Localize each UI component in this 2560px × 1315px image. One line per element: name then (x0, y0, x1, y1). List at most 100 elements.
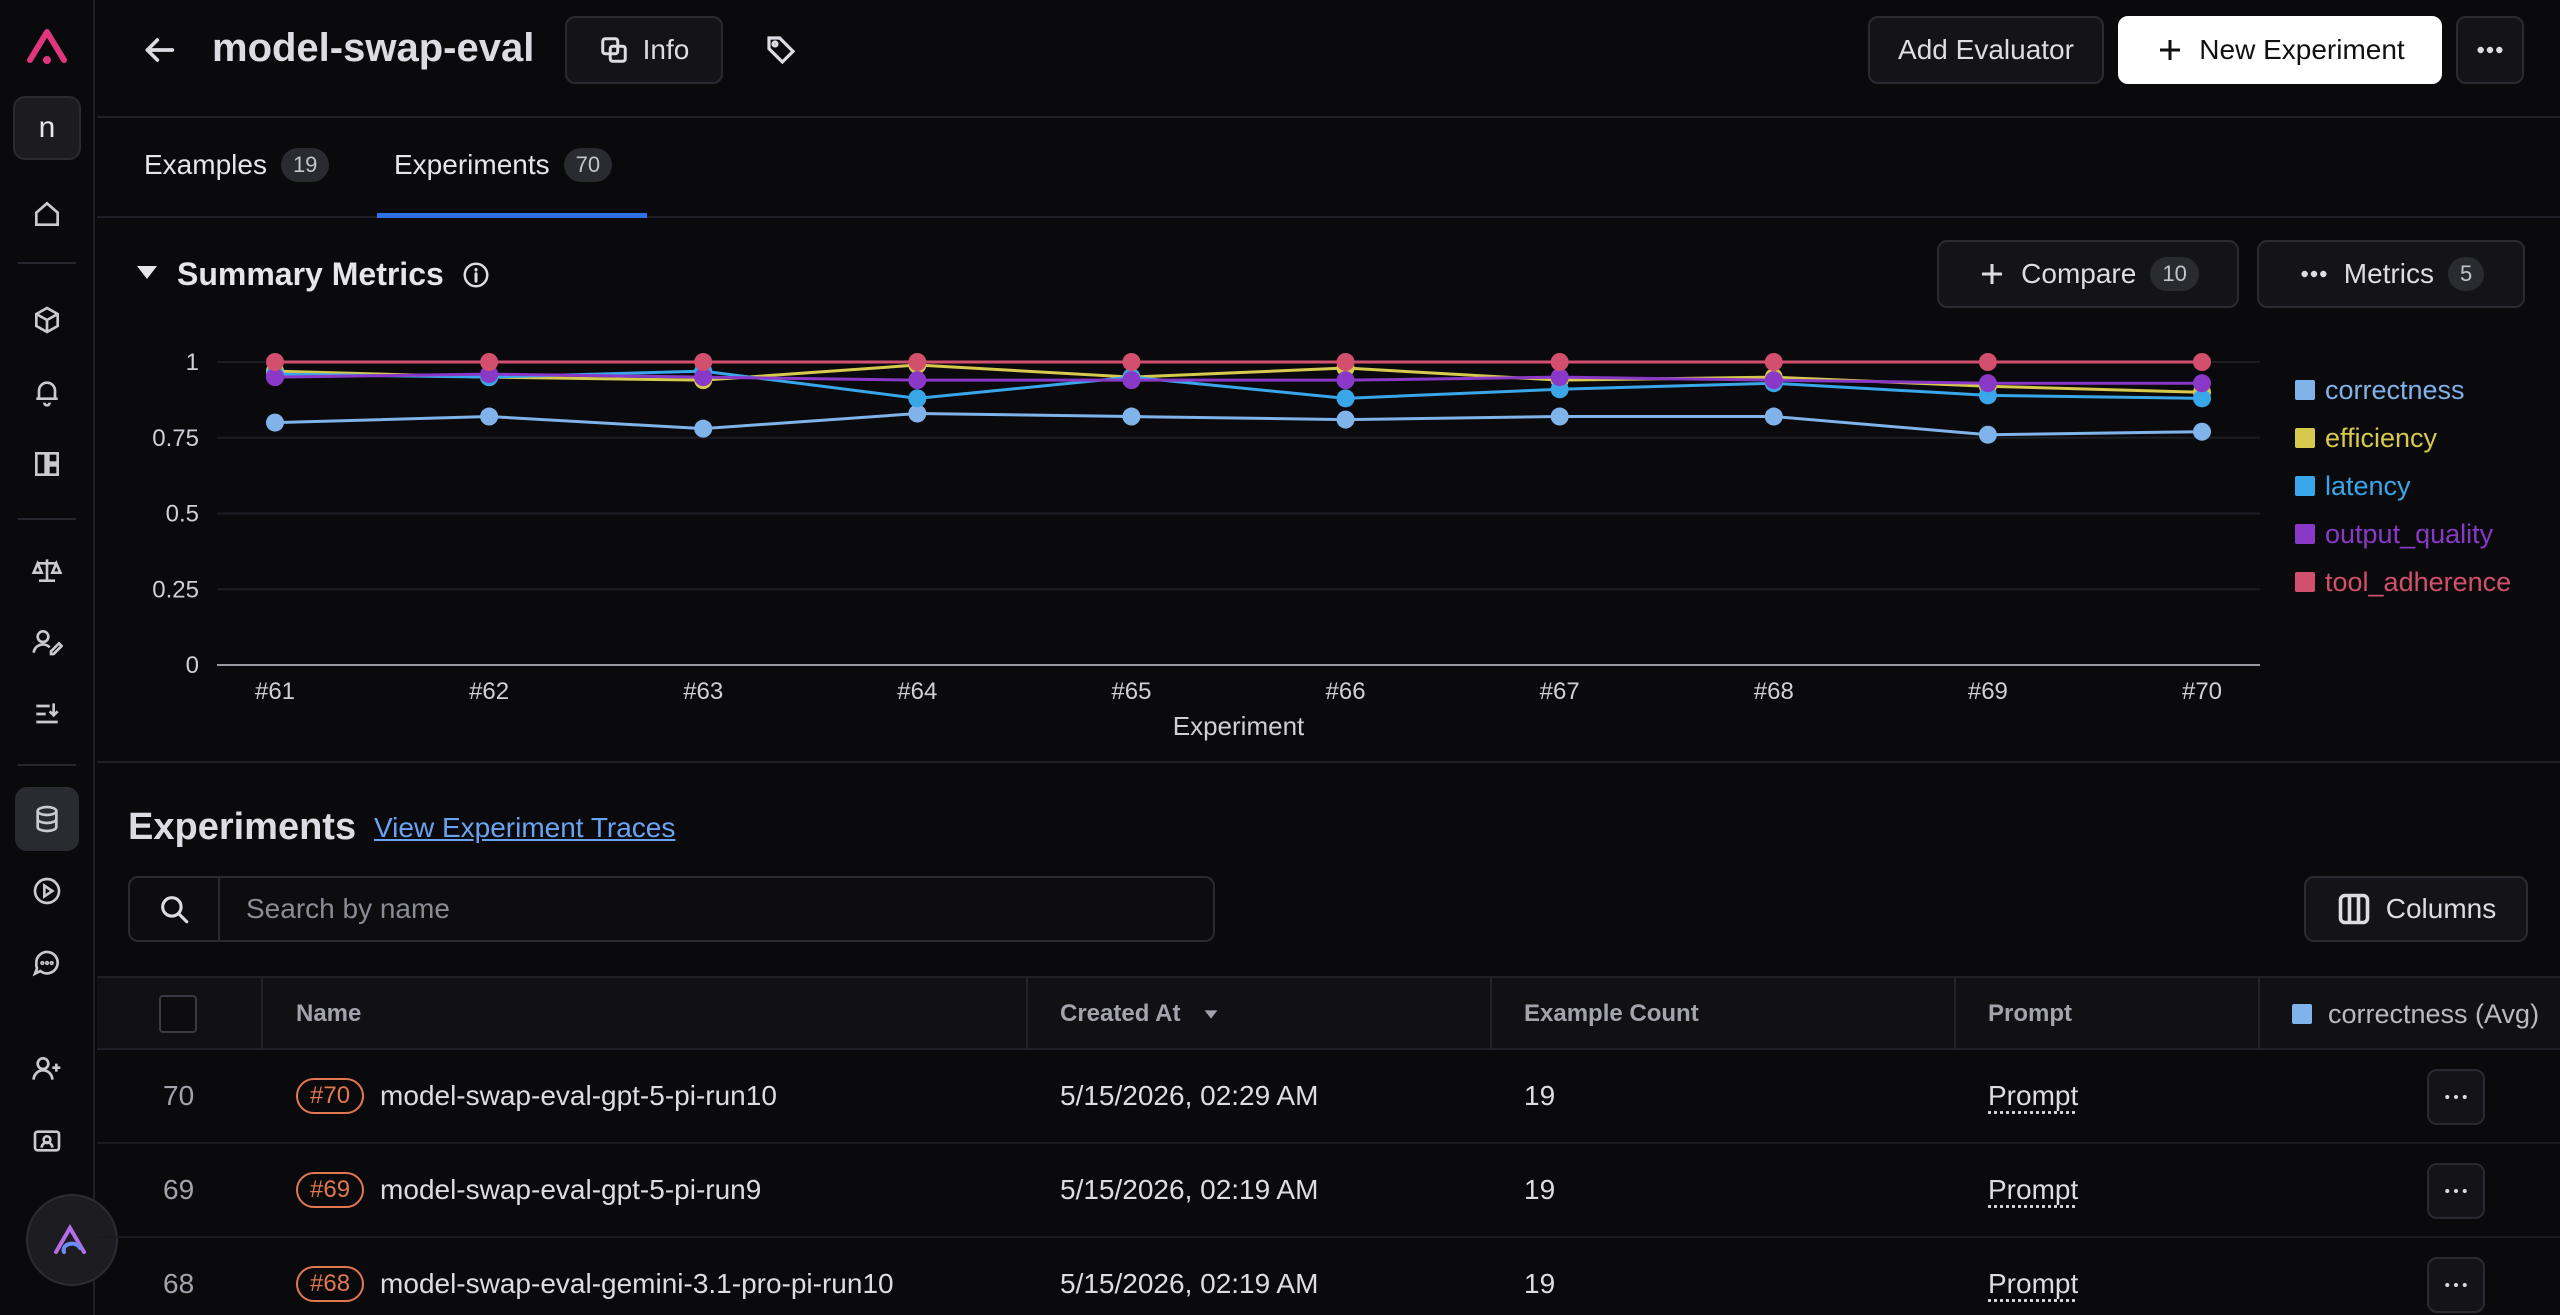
x-tick-label: #68 (1754, 678, 1794, 705)
row-index: 68 (163, 1238, 194, 1315)
tab-examples[interactable]: Examples 19 (144, 148, 329, 182)
home-icon[interactable] (27, 194, 67, 234)
row-actions-button[interactable] (2427, 1069, 2485, 1125)
back-arrow-icon[interactable] (139, 30, 179, 70)
info-button[interactable]: Info (565, 16, 723, 84)
columns-button[interactable]: Columns (2304, 876, 2528, 942)
x-tick-label: #67 (1540, 678, 1580, 705)
column-divider (1954, 978, 1956, 1050)
datasets-icon[interactable] (15, 787, 79, 851)
data-point-correctness (694, 420, 712, 438)
view-experiment-traces-link[interactable]: View Experiment Traces (374, 812, 675, 844)
info-circle-icon[interactable] (461, 260, 491, 290)
prompt-link[interactable]: Prompt (1988, 1080, 2078, 1112)
legend-item-output_quality[interactable]: output_quality (2295, 510, 2511, 558)
y-tick-label: 0 (186, 652, 199, 679)
column-divider (1490, 978, 1492, 1050)
summary-metrics-panel: Summary Metrics Compare 10 Metrics 5 0 0.… (97, 218, 2560, 763)
data-point-latency (1337, 389, 1355, 407)
legend-item-efficiency[interactable]: efficiency (2295, 414, 2511, 462)
annotator-icon[interactable] (27, 622, 67, 662)
select-all-checkbox[interactable] (159, 995, 197, 1033)
rail-divider (18, 262, 76, 264)
table-row[interactable]: 70 #70 model-swap-eval-gpt-5-pi-run10 5/… (97, 1050, 2560, 1144)
column-divider (1026, 978, 1028, 1050)
column-divider (2258, 978, 2260, 1050)
header-correctness-avg[interactable]: correctness (Avg) (2292, 978, 2539, 1050)
compare-label: Compare (2021, 258, 2136, 290)
playground-icon[interactable] (27, 871, 67, 911)
metrics-count: 5 (2448, 257, 2484, 291)
experiment-name[interactable]: model-swap-eval-gpt-5-pi-run9 (380, 1174, 761, 1206)
data-point-output_quality (1765, 371, 1783, 389)
add-evaluator-button[interactable]: Add Evaluator (1868, 16, 2104, 84)
ellipsis-icon (2441, 1082, 2471, 1112)
header-created-at[interactable]: Created At (1060, 978, 1222, 1050)
row-name-cell: #68 model-swap-eval-gemini-3.1-pro-pi-ru… (296, 1238, 894, 1315)
data-point-output_quality (1337, 371, 1355, 389)
table-row[interactable]: 68 #68 model-swap-eval-gemini-3.1-pro-pi… (97, 1238, 2560, 1315)
row-actions-button[interactable] (2427, 1257, 2485, 1313)
correctness-swatch (2292, 1004, 2312, 1024)
compare-button[interactable]: Compare 10 (1937, 240, 2239, 308)
prompt-link[interactable]: Prompt (1988, 1174, 2078, 1206)
plus-icon (2155, 35, 2185, 65)
chat-icon[interactable] (27, 943, 67, 983)
tab-bar: Examples 19 Experiments 70 (97, 118, 2560, 218)
data-point-correctness (1979, 426, 1997, 444)
row-name-cell: #70 model-swap-eval-gpt-5-pi-run10 (296, 1050, 777, 1142)
experiment-tag-badge: #68 (296, 1266, 364, 1302)
app-logo-icon[interactable] (22, 22, 72, 72)
scale-icon[interactable] (27, 550, 67, 590)
metrics-button[interactable]: Metrics 5 (2257, 240, 2525, 308)
profile-card-icon[interactable] (27, 1121, 67, 1161)
data-point-correctness (1551, 408, 1569, 426)
data-point-tool_adherence (1551, 353, 1569, 371)
table-row[interactable]: 69 #69 model-swap-eval-gpt-5-pi-run9 5/1… (97, 1144, 2560, 1238)
example-count-cell: 19 (1524, 1050, 1555, 1142)
legend-label: output_quality (2325, 519, 2493, 550)
created-at-cell: 5/15/2026, 02:29 AM (1060, 1050, 1318, 1142)
data-point-tool_adherence (908, 353, 926, 371)
experiment-name[interactable]: model-swap-eval-gpt-5-pi-run10 (380, 1080, 777, 1112)
add-user-icon[interactable] (27, 1049, 67, 1089)
bell-icon[interactable] (27, 372, 67, 412)
legend-item-latency[interactable]: latency (2295, 462, 2511, 510)
header-example-count[interactable]: Example Count (1524, 978, 1699, 1050)
project-avatar[interactable]: n (13, 96, 81, 160)
prompt-link[interactable]: Prompt (1988, 1268, 2078, 1300)
legend-swatch (2295, 572, 2315, 592)
legend-item-correctness[interactable]: correctness (2295, 366, 2511, 414)
x-tick-label: #70 (2182, 678, 2222, 705)
new-experiment-button[interactable]: New Experiment (2118, 16, 2442, 84)
search-icon (130, 878, 220, 940)
x-axis-label: Experiment (1173, 711, 1305, 741)
row-actions-button[interactable] (2427, 1163, 2485, 1219)
rail-divider (18, 518, 76, 520)
search-input[interactable] (222, 878, 1202, 940)
experiments-title: Experiments (128, 806, 356, 849)
ellipsis-icon (2474, 34, 2506, 66)
y-tick-label: 1 (186, 349, 199, 376)
legend-item-tool_adherence[interactable]: tool_adherence (2295, 558, 2511, 606)
header-name[interactable]: Name (296, 978, 361, 1050)
data-point-tool_adherence (1337, 353, 1355, 371)
tag-button[interactable] (745, 16, 817, 84)
prompts-icon[interactable] (27, 694, 67, 734)
y-tick-label: 0.5 (166, 501, 199, 528)
header-metric-label: correctness (Avg) (2328, 999, 2539, 1030)
data-point-correctness (480, 408, 498, 426)
model-cube-icon[interactable] (27, 300, 67, 340)
header-prompt[interactable]: Prompt (1988, 978, 2072, 1050)
page-title: model-swap-eval (212, 26, 534, 71)
tab-experiments[interactable]: Experiments 70 (394, 148, 612, 182)
collapse-caret-icon[interactable] (137, 266, 157, 279)
left-nav-rail: n (0, 0, 95, 1315)
experiment-name[interactable]: model-swap-eval-gemini-3.1-pro-pi-run10 (380, 1268, 894, 1300)
new-experiment-label: New Experiment (2199, 34, 2404, 66)
more-options-button[interactable] (2456, 16, 2524, 84)
data-point-tool_adherence (480, 353, 498, 371)
data-point-tool_adherence (1765, 353, 1783, 371)
dashboard-icon[interactable] (27, 444, 67, 484)
columns-icon (2336, 891, 2372, 927)
